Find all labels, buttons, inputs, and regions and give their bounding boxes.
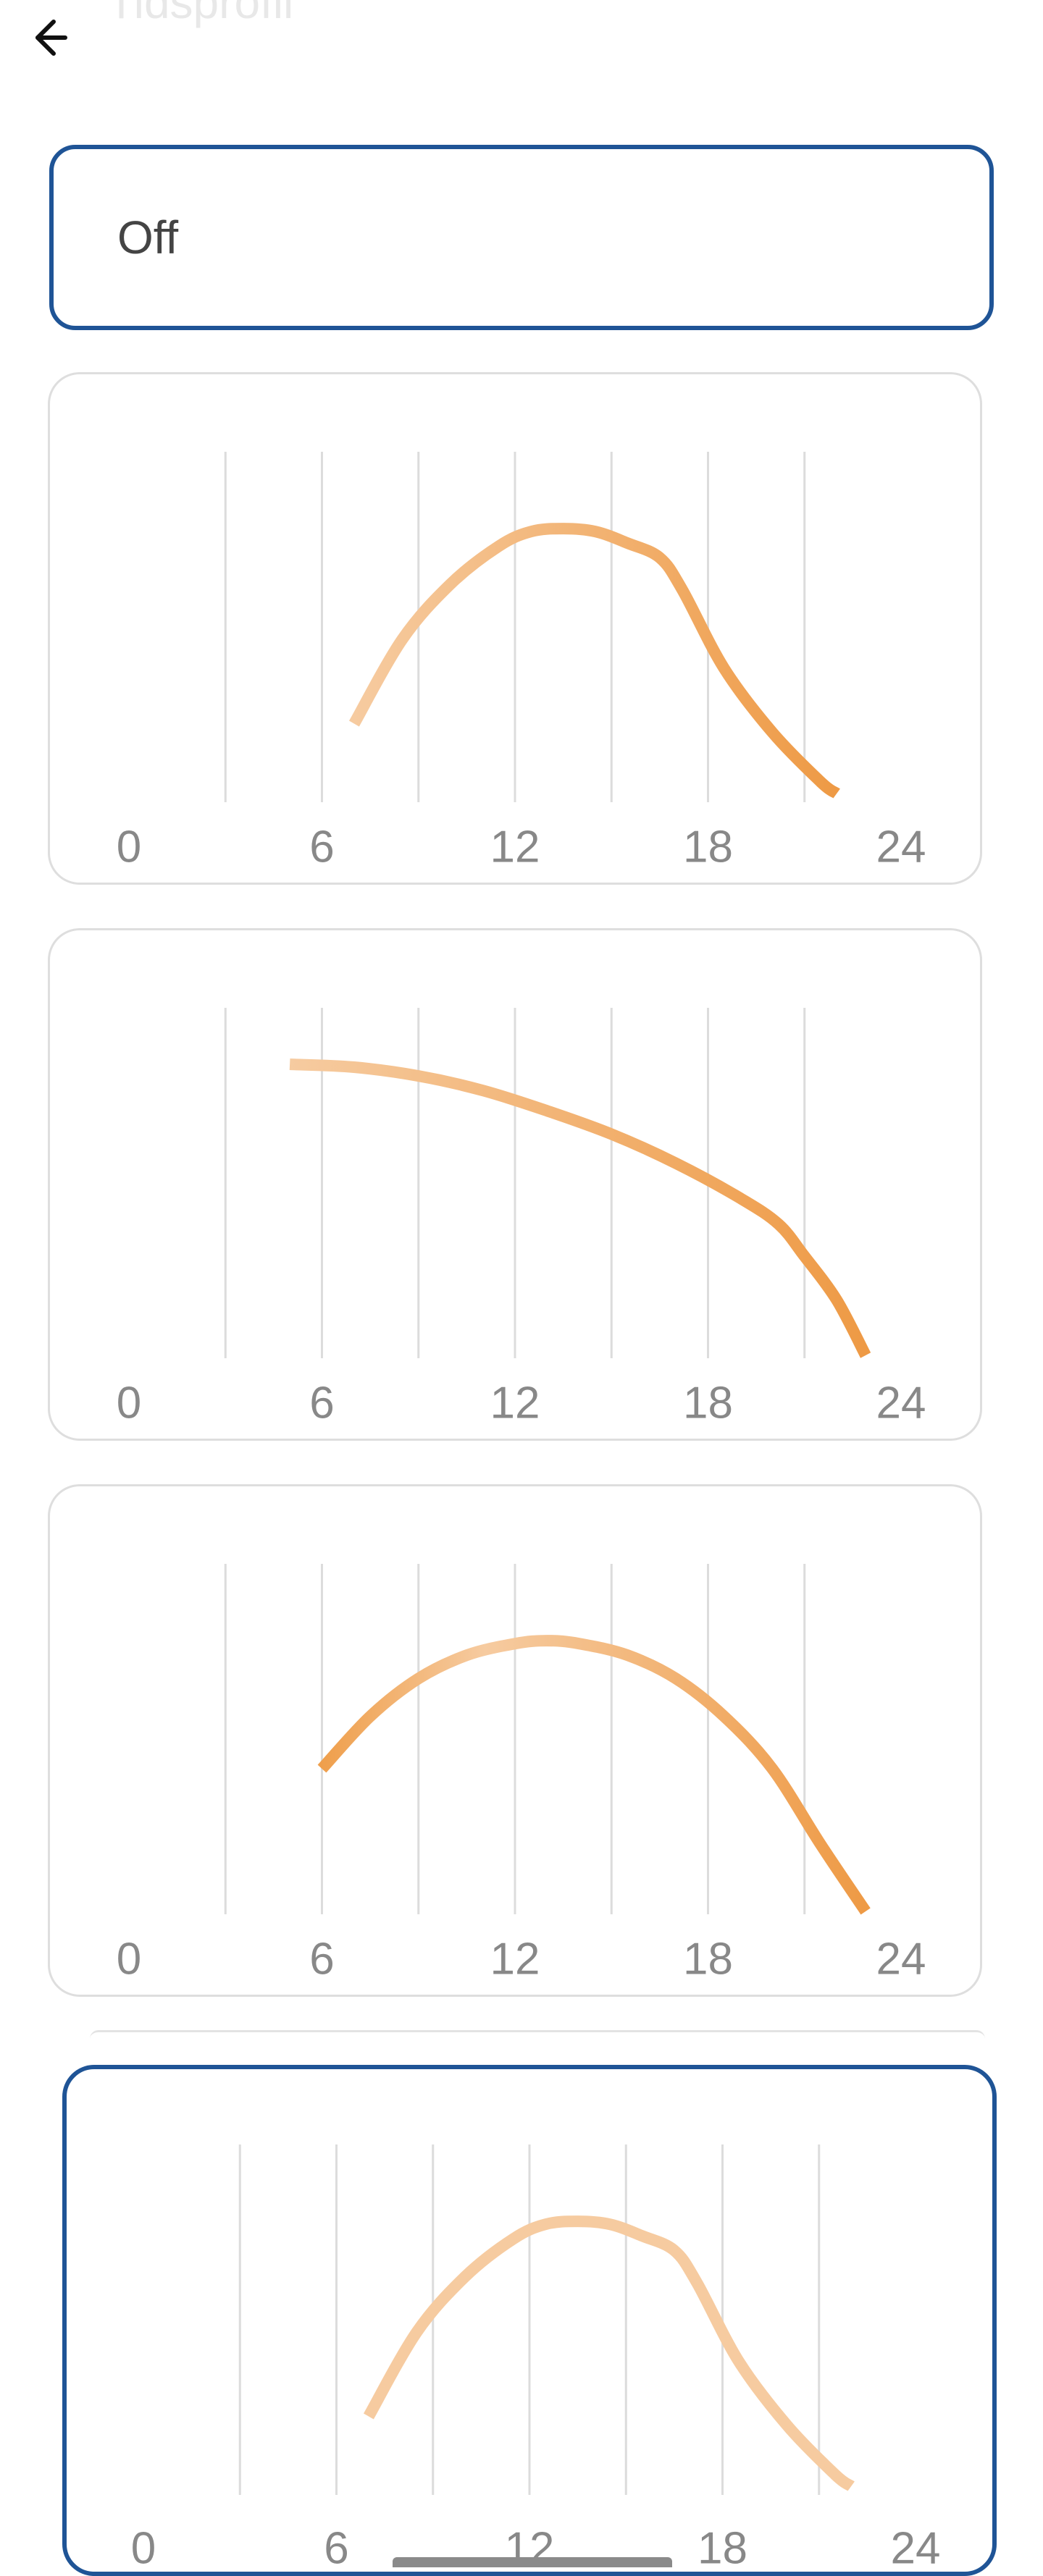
x-tick-label: 12 [490,1934,540,1984]
profile-chart: 0 6 12 18 24 [117,1008,926,1428]
profile-card-1[interactable]: 0 6 12 18 24 [48,372,982,885]
back-button[interactable] [16,6,80,70]
x-tick-label: 18 [698,2523,747,2573]
profile-curve [317,1635,871,1915]
profile-chart: 0 6 12 18 24 [117,1564,926,1984]
x-tick-label: 24 [876,1378,926,1428]
x-tick-label: 0 [117,1378,141,1428]
profile-chart: 0 6 12 18 24 [117,452,926,872]
card-divider [90,2030,985,2039]
x-tick-label: 6 [309,1378,334,1428]
x-tick-label: 0 [117,822,141,872]
page-title: Tidsprofil [107,0,294,28]
x-tick-label: 18 [683,1934,733,1984]
profile-curve [363,2215,855,2491]
x-tick-label: 12 [490,822,540,872]
x-tick-label: 0 [117,1934,141,1984]
profile-curve [289,1058,871,1358]
off-option-label: Off [117,211,179,264]
x-tick-label: 18 [683,1378,733,1428]
x-tick-label: 18 [683,822,733,872]
profile-card-2[interactable]: 0 6 12 18 24 [48,928,982,1441]
profile-chart: 0 6 12 18 24 [131,2144,941,2573]
home-indicator [393,2557,672,2567]
x-tick-label: 6 [309,822,334,872]
profile-curve [348,523,840,799]
x-tick-label: 0 [131,2523,156,2573]
x-tick-label: 6 [324,2523,348,2573]
x-tick-label: 12 [490,1378,540,1428]
x-tick-label: 6 [309,1934,334,1984]
profile-card-3[interactable]: 0 6 12 18 24 [48,1484,982,1997]
off-option-button[interactable]: Off [49,145,994,330]
x-tick-label: 24 [891,2523,941,2573]
x-tick-label: 24 [876,1934,926,1984]
profile-card-selected[interactable]: 0 6 12 18 24 [62,2065,997,2576]
arrow-left-icon [35,20,67,56]
x-tick-label: 24 [876,822,926,872]
